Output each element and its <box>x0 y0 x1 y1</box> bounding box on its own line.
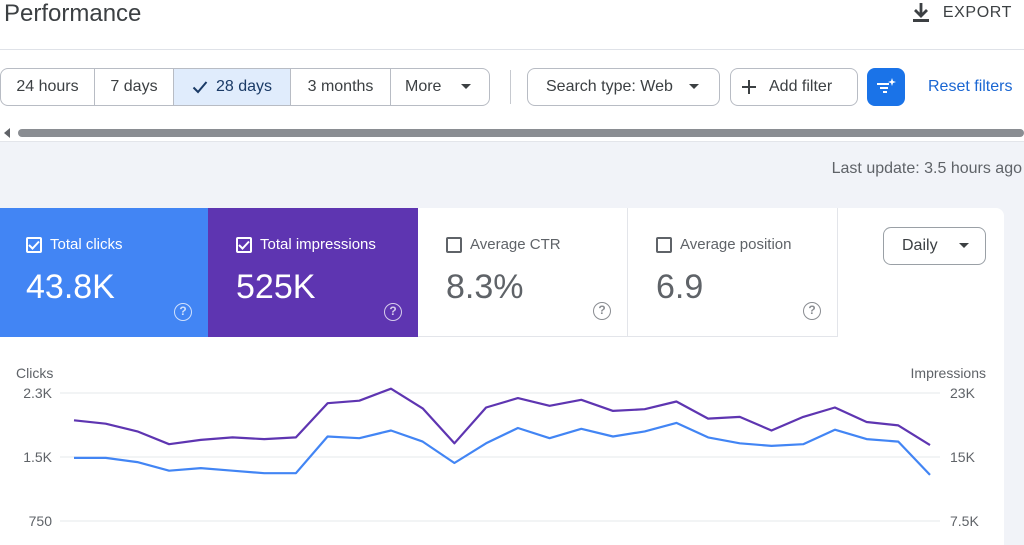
date-option-label: 7 days <box>110 78 158 95</box>
last-update-status: Last update: 3.5 hours ago <box>831 160 1022 177</box>
date-option-3-months[interactable]: 3 months <box>291 69 391 105</box>
search-type-dropdown[interactable]: Search type: Web <box>527 68 720 106</box>
date-option-label: 28 days <box>215 78 273 95</box>
filter-sparkle-icon <box>877 78 896 93</box>
metric-average-ctr[interactable]: Average CTR 8.3% ? <box>418 208 628 337</box>
page-title: Performance <box>4 0 142 27</box>
export-button[interactable]: EXPORT <box>911 0 1012 26</box>
right-axis-tick-label: 23K <box>950 385 976 401</box>
performance-card: Total clicks 43.8K ? Total impressions 5… <box>0 208 1004 545</box>
download-icon <box>912 3 929 22</box>
filter-options-button[interactable] <box>867 68 905 106</box>
plus-icon <box>742 80 756 94</box>
date-option-28-days[interactable]: 28 days <box>174 69 291 105</box>
caret-down-icon <box>959 243 969 248</box>
metric-value: 525K <box>236 268 316 306</box>
scrollbar-thumb[interactable] <box>18 129 1024 137</box>
metric-label: Total clicks <box>50 236 123 253</box>
metric-value: 6.9 <box>656 268 704 306</box>
horizontal-scrollbar[interactable] <box>0 124 1024 142</box>
date-option-24-hours[interactable]: 24 hours <box>1 69 95 105</box>
export-label: EXPORT <box>942 4 1012 21</box>
checkbox-checked-icon[interactable] <box>236 236 252 253</box>
left-axis-tick-label: 1.5K <box>23 449 52 465</box>
left-axis-tick-label: 750 <box>29 513 53 529</box>
search-type-label: Search type: Web <box>546 78 673 95</box>
metric-label: Total impressions <box>260 236 376 253</box>
help-circle-icon[interactable]: ? <box>803 302 821 320</box>
checkbox-unchecked-icon[interactable] <box>446 236 462 253</box>
impressions-series-line <box>73 387 931 447</box>
help-circle-icon[interactable]: ? <box>174 303 192 321</box>
metric-label-row: Average CTR <box>446 236 561 253</box>
checkbox-checked-icon[interactable] <box>26 236 42 253</box>
scroll-left-icon[interactable] <box>4 128 10 138</box>
metric-total-clicks[interactable]: Total clicks 43.8K ? <box>0 208 208 337</box>
metric-label-row: Total clicks <box>26 236 123 253</box>
date-range-selector: 24 hours 7 days 28 days 3 months More <box>0 68 490 106</box>
clicks-series-line <box>74 421 931 476</box>
granularity-label: Daily <box>902 237 938 254</box>
granularity-dropdown[interactable]: Daily <box>883 227 986 265</box>
add-filter-button[interactable]: Add filter <box>730 68 858 106</box>
reset-filters-link[interactable]: Reset filters <box>928 78 1013 95</box>
right-axis-tick-label: 15K <box>950 449 976 465</box>
performance-line-chart: Clicks Impressions 2.3K 23K 1.5K 15K 750 7.5K <box>16 365 986 529</box>
caret-down-icon <box>688 84 699 89</box>
right-axis-title: Impressions <box>911 365 986 381</box>
date-option-label: More <box>405 78 442 95</box>
metric-total-impressions[interactable]: Total impressions 525K ? <box>208 208 418 337</box>
metric-label: Average position <box>680 236 792 253</box>
help-circle-icon[interactable]: ? <box>384 303 402 321</box>
metric-value: 43.8K <box>26 268 115 306</box>
date-option-label: 3 months <box>307 78 374 95</box>
date-option-more[interactable]: More <box>391 69 489 105</box>
filter-bar: 24 hours 7 days 28 days 3 months More Se… <box>0 50 1024 124</box>
metric-average-position[interactable]: Average position 6.9 ? <box>628 208 838 337</box>
left-axis-title: Clicks <box>16 365 53 381</box>
metric-label-row: Total impressions <box>236 236 376 253</box>
add-filter-label: Add filter <box>769 78 833 95</box>
toolbar-divider <box>510 70 511 104</box>
date-option-label: 24 hours <box>16 78 79 95</box>
caret-down-icon <box>461 84 472 89</box>
help-circle-icon[interactable]: ? <box>593 302 611 320</box>
metric-label: Average CTR <box>470 236 561 253</box>
top-bar: Performance EXPORT <box>0 0 1024 50</box>
checkbox-unchecked-icon[interactable] <box>656 236 672 253</box>
check-icon <box>192 81 208 94</box>
right-axis-tick-label: 7.5K <box>950 513 979 529</box>
metric-label-row: Average position <box>656 236 791 253</box>
date-option-7-days[interactable]: 7 days <box>95 69 174 105</box>
left-axis-tick-label: 2.3K <box>23 385 52 401</box>
metric-value: 8.3% <box>446 268 524 306</box>
